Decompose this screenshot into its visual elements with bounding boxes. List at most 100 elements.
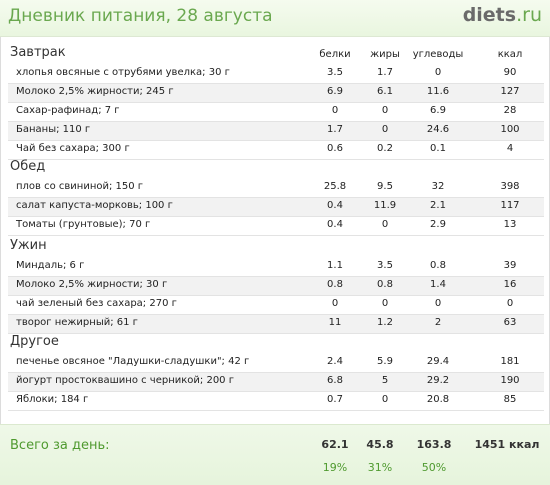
food-row: Бананы; 110 г 1.7 0 24.6 100 (8, 122, 544, 140)
food-fat: 1.2 (377, 317, 393, 328)
food-protein: 2.4 (327, 356, 343, 367)
food-carbs: 29.2 (426, 375, 450, 386)
food-row: плов со свининой; 150 г 25.8 9.5 32 398 (8, 179, 544, 197)
food-kcal: 190 (500, 375, 520, 386)
food-carbs: 1.4 (430, 279, 446, 290)
food-name: Миндаль; 6 г (16, 260, 85, 271)
food-name: йогурт простоквашино с черникой; 200 г (16, 375, 234, 386)
section-title: Обед (10, 159, 46, 174)
food-fat: 1.7 (377, 67, 393, 78)
food-kcal: 0 (506, 298, 514, 309)
food-row: Сахар-рафинад; 7 г 0 0 6.9 28 (8, 103, 544, 121)
food-fat: 0 (381, 124, 389, 135)
food-fat: 5 (381, 375, 389, 386)
fat-percent: 31% (367, 461, 393, 474)
row-divider (8, 159, 544, 160)
row-divider (8, 295, 544, 296)
row-divider (8, 314, 544, 315)
food-carbs: 32 (431, 181, 445, 192)
food-protein: 0.8 (327, 279, 343, 290)
food-fat: 0 (381, 105, 389, 116)
food-carbs: 20.8 (426, 394, 450, 405)
section-title: Ужин (10, 238, 47, 253)
food-carbs: 0 (434, 298, 442, 309)
logo-tld: .ru (516, 4, 542, 26)
food-kcal: 28 (503, 105, 517, 116)
food-fat: 6.1 (377, 86, 393, 97)
food-row: печенье овсяное "Ладушки-сладушки"; 42 г… (8, 354, 544, 372)
food-kcal: 181 (500, 356, 520, 367)
food-kcal: 100 (500, 124, 520, 135)
section-title: Завтрак (10, 45, 66, 60)
food-carbs: 0.1 (430, 143, 446, 154)
row-divider (8, 235, 544, 236)
food-kcal: 4 (506, 143, 514, 154)
food-fat: 3.5 (377, 260, 393, 271)
food-carbs: 6.9 (430, 105, 446, 116)
row-divider (8, 372, 544, 373)
row-divider (8, 333, 544, 334)
column-header-carbs: углеводы (412, 49, 464, 60)
food-row: Чай без сахара; 300 г 0.6 0.2 0.1 4 (8, 141, 544, 159)
total-carbs: 163.8 (416, 438, 452, 451)
food-protein: 6.8 (327, 375, 343, 386)
food-fat: 0 (381, 394, 389, 405)
food-protein: 3.5 (327, 67, 343, 78)
food-fat: 0 (381, 219, 389, 230)
column-header-protein: белки (319, 49, 351, 60)
food-kcal: 127 (500, 86, 520, 97)
food-fat: 11.9 (373, 200, 397, 211)
food-carbs: 2.9 (430, 219, 446, 230)
row-divider (8, 391, 544, 392)
food-protein: 0 (331, 105, 339, 116)
food-name: Чай без сахара; 300 г (16, 143, 130, 154)
food-carbs: 0 (434, 67, 442, 78)
food-row: Томаты (грунтовые); 70 г 0.4 0 2.9 13 (8, 217, 544, 235)
food-row: хлопья овсяные с отрубями увелка; 30 г 3.… (8, 65, 544, 83)
food-row: чай зеленый без сахара; 270 г 0 0 0 0 (8, 296, 544, 314)
food-kcal: 90 (503, 67, 517, 78)
food-carbs: 2 (434, 317, 442, 328)
total-protein: 62.1 (321, 438, 349, 451)
food-row: йогурт простоквашино с черникой; 200 г 6.… (8, 373, 544, 391)
food-protein: 0.4 (327, 219, 343, 230)
row-divider (8, 410, 544, 411)
food-fat: 5.9 (377, 356, 393, 367)
column-header-kcal: ккал (497, 49, 523, 60)
carbs-percent: 50% (421, 461, 447, 474)
food-name: хлопья овсяные с отрубями увелка; 30 г (16, 67, 230, 78)
row-divider (8, 140, 544, 141)
row-divider (8, 216, 544, 217)
food-carbs: 11.6 (426, 86, 450, 97)
food-protein: 0 (331, 298, 339, 309)
food-protein: 1.1 (327, 260, 343, 271)
food-name: Яблоки; 184 г (16, 394, 89, 405)
food-kcal: 398 (500, 181, 520, 192)
food-name: салат капуста-морковь; 100 г (16, 200, 173, 211)
food-name: Молоко 2,5% жирности; 245 г (16, 86, 174, 97)
food-row: салат капуста-морковь; 100 г 0.4 11.9 2.1 11… (8, 198, 544, 216)
food-row: Миндаль; 6 г 1.1 3.5 0.8 39 (8, 258, 544, 276)
food-protein: 1.7 (327, 124, 343, 135)
total-kcal: 1451 ккал (474, 438, 540, 451)
food-carbs: 29.4 (426, 356, 450, 367)
row-divider (8, 197, 544, 198)
row-divider (8, 276, 544, 277)
daily-totals: Всего за день: 62.1 45.8 163.8 1451 ккал… (0, 424, 550, 485)
food-row: Яблоки; 184 г 0.7 0 20.8 85 (8, 392, 544, 410)
food-row: творог нежирный; 61 г 11 1.2 2 63 (8, 315, 544, 333)
row-divider (8, 121, 544, 122)
food-protein: 0.6 (327, 143, 343, 154)
food-protein: 11 (328, 317, 342, 328)
site-logo[interactable]: diets.ru (463, 4, 542, 26)
food-kcal: 39 (503, 260, 517, 271)
food-name: Бананы; 110 г (16, 124, 91, 135)
food-name: плов со свининой; 150 г (16, 181, 144, 192)
food-name: чай зеленый без сахара; 270 г (16, 298, 177, 309)
food-protein: 6.9 (327, 86, 343, 97)
food-carbs: 2.1 (430, 200, 446, 211)
section-title: Другое (10, 334, 59, 349)
page-title: Дневник питания, 28 августа (8, 6, 273, 26)
food-protein: 0.4 (327, 200, 343, 211)
total-fat: 45.8 (366, 438, 394, 451)
